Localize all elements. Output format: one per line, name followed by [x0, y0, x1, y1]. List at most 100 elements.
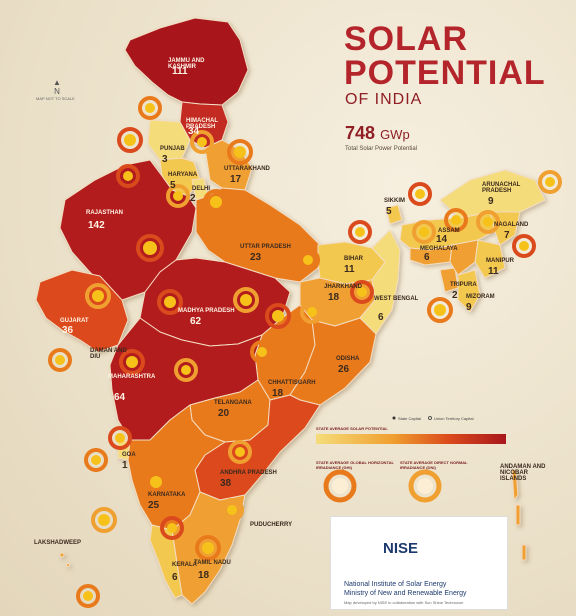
irradiance-ring-core [451, 215, 461, 225]
irradiance-ring [116, 164, 140, 188]
irradiance-ring-core [197, 137, 207, 147]
state-name-tripura: TRIPURA [450, 282, 477, 288]
irradiance-ring [250, 340, 274, 364]
north-label: N [54, 87, 60, 96]
legend-dni-title: STATE AVERAGE DIRECT NORMAL IRRADIANCE (… [400, 460, 468, 470]
irradiance-ring [512, 234, 536, 258]
state-value-jammu-and-kashmir: 111 [172, 66, 188, 77]
state-value-odisha: 26 [338, 364, 350, 375]
irradiance-ring [427, 297, 453, 323]
irradiance-ring-core [202, 542, 214, 554]
nise-credit: Map developed by NISE in collaboration w… [344, 600, 464, 605]
title-line1: SOLAR [344, 20, 468, 58]
state-name-bihar: BIHAR [344, 256, 363, 262]
legend-ghi-core [332, 478, 348, 494]
irradiance-ring [174, 358, 198, 382]
state-value-manipur: 11 [488, 266, 499, 277]
legend-ut-capital: Union Territory Capital [434, 416, 474, 421]
state-name-andaman-and-nicobar-islands: ANDAMAN AND NICOBAR ISLANDS [500, 464, 546, 482]
irradiance-ring [296, 248, 320, 272]
state-value-andhra-pradesh: 38 [220, 478, 232, 489]
total-value: 748 [345, 123, 376, 143]
irradiance-ring-core [519, 241, 529, 251]
region-uttar-pradesh [195, 187, 321, 283]
state-value-telangana: 20 [218, 408, 230, 419]
irradiance-ring [220, 498, 244, 522]
state-name-nagaland: NAGALAND [494, 222, 529, 228]
irradiance-ring-core [92, 290, 104, 302]
irradiance-ring-core [357, 287, 367, 297]
region-lakshadweep-2 [66, 563, 70, 567]
legend-state-capital: State Capital [398, 416, 421, 421]
irradiance-ring [143, 469, 169, 495]
irradiance-ring-core [272, 310, 284, 322]
state-value-uttarakhand: 17 [230, 174, 242, 185]
irradiance-ring [444, 208, 468, 232]
state-name-chhattisgarh: CHHATTISGARH [268, 380, 316, 386]
total-unit: GWp [380, 127, 410, 142]
state-name-haryana: HARYANA [168, 172, 198, 178]
state-name-sikkim: SIKKIM [384, 198, 405, 204]
irradiance-ring-core [483, 217, 493, 227]
region-tripura [439, 267, 459, 293]
irradiance-ring-core [83, 591, 93, 601]
region-lakshadweep [59, 552, 65, 558]
irradiance-ring-core [143, 241, 157, 255]
irradiance-ring-core [419, 227, 429, 237]
state-value-nagaland: 7 [504, 230, 510, 241]
state-name-gujarat: GUJARAT [60, 318, 89, 324]
irradiance-ring [48, 348, 72, 372]
state-name-assam: ASSAM [438, 228, 460, 234]
irradiance-ring [136, 234, 164, 262]
irradiance-ring [166, 184, 190, 208]
state-name-maharashtra: MAHARASHTRA [108, 374, 156, 380]
irradiance-ring-core [145, 103, 155, 113]
irradiance-ring [350, 280, 374, 304]
irradiance-ring [138, 96, 162, 120]
state-name-west-bengal: WEST BENGAL [374, 296, 419, 302]
irradiance-ring [233, 287, 259, 313]
irradiance-ring-core [181, 365, 191, 375]
state-value-arunachal-pradesh: 9 [488, 196, 494, 207]
irradiance-ring [76, 584, 100, 608]
irradiance-ring [476, 210, 500, 234]
irradiance-ring-core [227, 505, 237, 515]
state-value-bihar: 11 [344, 264, 355, 275]
irradiance-ring-core [98, 514, 110, 526]
irradiance-ring-core [257, 347, 267, 357]
legend-dni-ring [408, 469, 442, 503]
state-value-goa: 1 [122, 460, 128, 471]
region-sikkim [385, 204, 403, 225]
irradiance-ring [227, 139, 253, 165]
irradiance-ring [160, 516, 184, 540]
irradiance-ring-core [124, 134, 136, 146]
region-mizoram [457, 269, 481, 313]
state-name-kerala: KERALA [172, 562, 197, 568]
irradiance-ring [84, 448, 108, 472]
irradiance-ring [195, 535, 221, 561]
state-name-himachal-pradesh: HIMACHAL PRADESH [186, 118, 218, 130]
irradiance-ring [119, 349, 145, 375]
region-karnataka [127, 404, 226, 531]
state-name-karnataka: KARNATAKA [148, 492, 186, 498]
nise-line1: National Institute of Solar Energy [344, 581, 447, 588]
title-line3: OF INDIA [345, 91, 423, 108]
irradiance-ring-core [234, 146, 246, 158]
state-value-west-bengal: 6 [378, 312, 384, 323]
scale-note: MAP NOT TO SCALE [36, 96, 75, 101]
region-andaman [511, 469, 527, 561]
irradiance-ring-core [123, 171, 133, 181]
state-value-maharashtra: 64 [114, 392, 126, 403]
nise-line2: Ministry of New and Renewable Energy [344, 590, 467, 597]
total-label: Total Solar Power Potential [345, 146, 418, 152]
state-value-madhya-pradesh: 62 [190, 316, 202, 327]
region-kerala [149, 524, 183, 599]
irradiance-ring [85, 283, 111, 309]
state-value-haryana: 5 [170, 180, 176, 191]
irradiance-ring-core [307, 307, 317, 317]
region-gujarat [35, 269, 129, 353]
nise-logo: NISE [383, 540, 419, 557]
state-value-kerala: 6 [172, 572, 178, 583]
irradiance-ring [203, 189, 229, 215]
